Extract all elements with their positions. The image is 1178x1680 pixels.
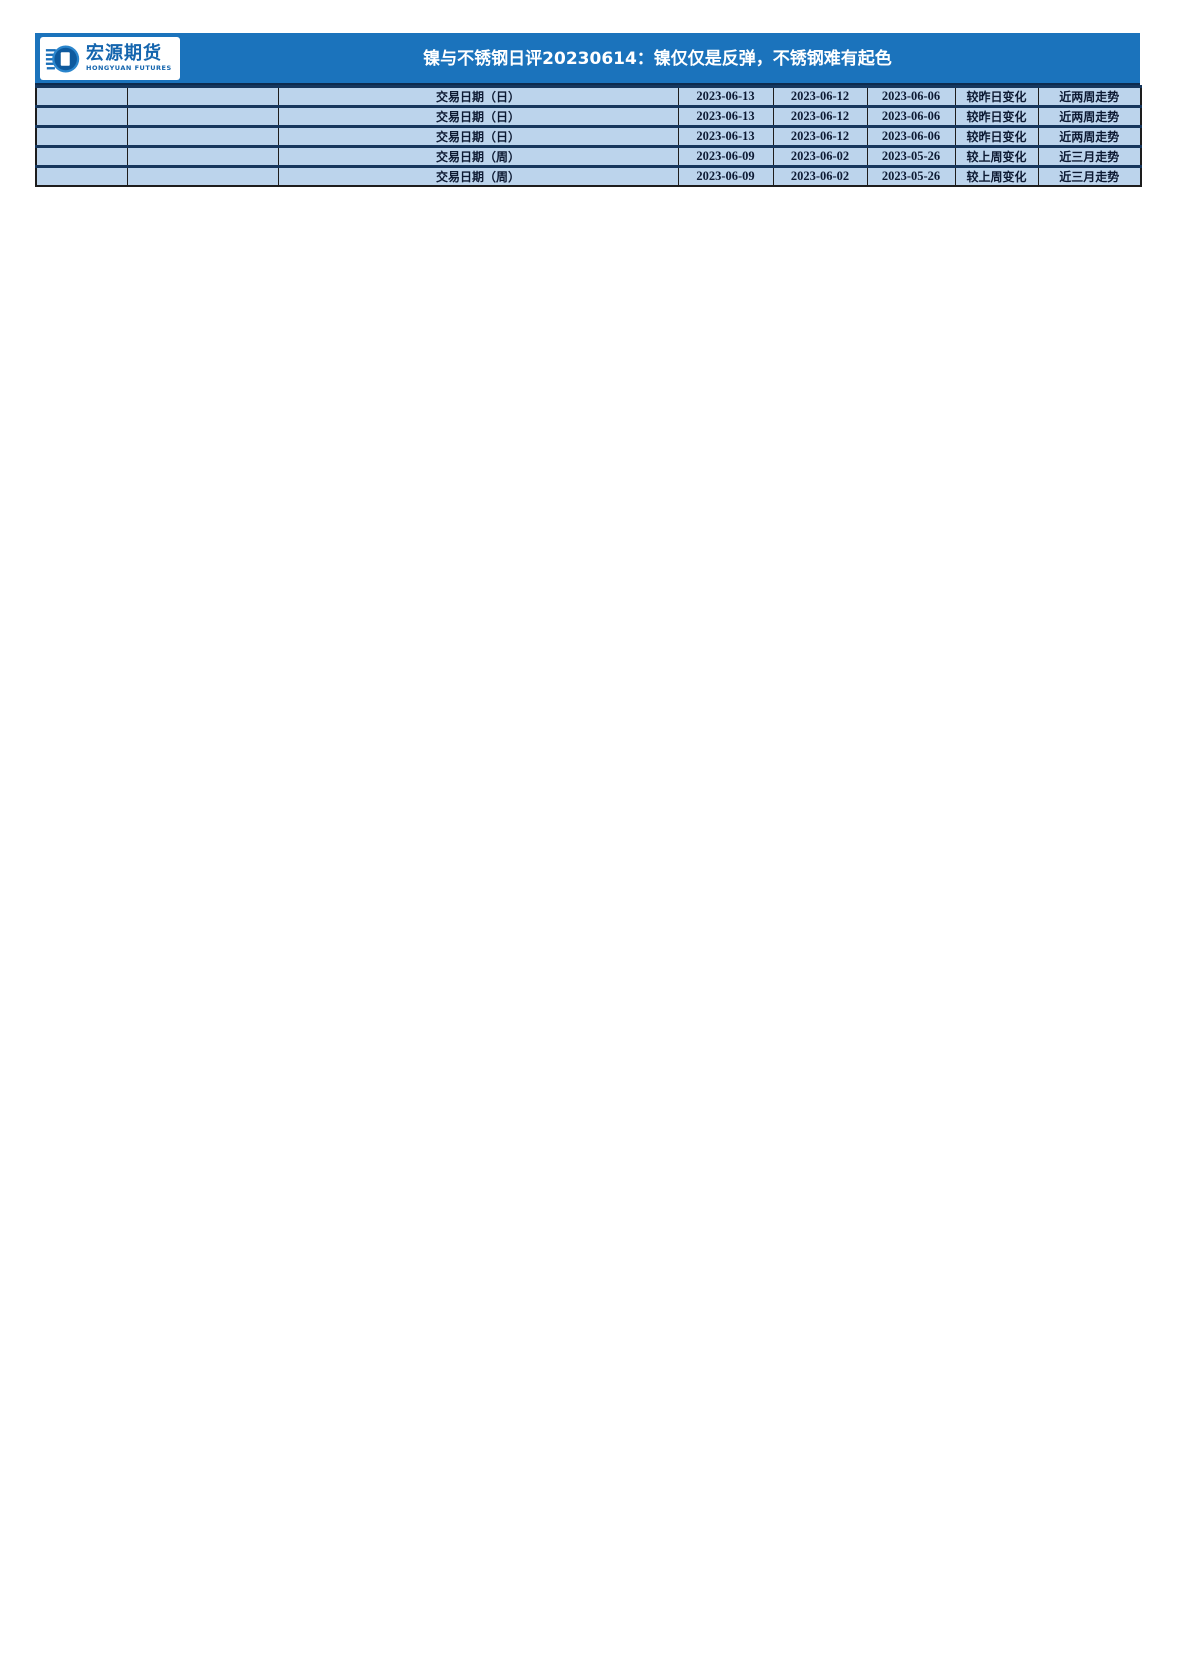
title-bar: 宏源期货 HONGYUAN FUTURES 镍与不锈钢日评20230614：镍仅…	[35, 33, 1140, 85]
header-empty-cell	[35, 105, 128, 127]
header-date-3: 2023-06-06	[866, 125, 956, 147]
header-date-2: 2023-06-12	[772, 125, 868, 147]
header-date-label: 交易日期（周）	[277, 145, 679, 167]
company-logo: 宏源期货 HONGYUAN FUTURES	[40, 37, 180, 80]
header-trend-label: 近两周走势	[1037, 105, 1142, 127]
header-trend-label: 近三月走势	[1037, 145, 1142, 167]
header-date-1: 2023-06-09	[677, 145, 774, 167]
header-date-2: 2023-06-12	[772, 85, 868, 107]
header-date-1: 2023-06-13	[677, 85, 774, 107]
header-change-label: 较昨日变化	[954, 125, 1039, 147]
section-header-row: 交易日期（周） 2023-06-09 2023-06-02 2023-05-26 较上周…	[35, 165, 1142, 187]
header-empty-cell	[35, 145, 128, 167]
header-empty-cell	[126, 125, 279, 147]
header-date-1: 2023-06-09	[677, 165, 774, 187]
header-date-3: 2023-05-26	[866, 145, 956, 167]
logo-text-cn: 宏源期货	[86, 43, 162, 65]
header-empty-cell	[35, 165, 128, 187]
logo-text-en: HONGYUAN FUTURES	[86, 64, 172, 73]
report-title: 镍与不锈钢日评20230614：镍仅仅是反弹，不锈钢难有起色	[423, 49, 892, 69]
header-empty-cell	[126, 145, 279, 167]
header-date-label: 交易日期（周）	[277, 165, 679, 187]
header-empty-cell	[35, 125, 128, 147]
header-date-3: 2023-06-06	[866, 105, 956, 127]
header-date-label: 交易日期（日）	[277, 85, 679, 107]
header-trend-label: 近两周走势	[1037, 125, 1142, 147]
header-trend-label: 近两周走势	[1037, 85, 1142, 107]
header-date-2: 2023-06-02	[772, 145, 868, 167]
header-trend-label: 近三月走势	[1037, 165, 1142, 187]
section-header-row: 交易日期（周） 2023-06-09 2023-06-02 2023-05-26 较上周…	[35, 145, 1142, 167]
section-header-row: 交易日期（日） 2023-06-13 2023-06-12 2023-06-06 较昨日…	[35, 125, 1142, 147]
header-date-2: 2023-06-02	[772, 165, 868, 187]
header-change-label: 较上周变化	[954, 145, 1039, 167]
header-date-label: 交易日期（日）	[277, 125, 679, 147]
section-header-row: 交易日期（日） 2023-06-13 2023-06-12 2023-06-06 较昨日…	[35, 85, 1142, 107]
header-empty-cell	[126, 165, 279, 187]
header-date-3: 2023-05-26	[866, 165, 956, 187]
header-empty-cell	[35, 85, 128, 107]
header-date-2: 2023-06-12	[772, 105, 868, 127]
report-table: 交易日期（日） 2023-06-13 2023-06-12 2023-06-06 较昨日…	[35, 85, 1142, 187]
header-empty-cell	[126, 85, 279, 107]
header-date-1: 2023-06-13	[677, 125, 774, 147]
header-date-3: 2023-06-06	[866, 85, 956, 107]
logo-icon	[45, 45, 80, 72]
header-date-1: 2023-06-13	[677, 105, 774, 127]
section-header-row: 交易日期（日） 2023-06-13 2023-06-12 2023-06-06 较昨日…	[35, 105, 1142, 127]
header-change-label: 较昨日变化	[954, 105, 1039, 127]
header-change-label: 较昨日变化	[954, 85, 1039, 107]
header-empty-cell	[126, 105, 279, 127]
header-change-label: 较上周变化	[954, 165, 1039, 187]
header-date-label: 交易日期（日）	[277, 105, 679, 127]
